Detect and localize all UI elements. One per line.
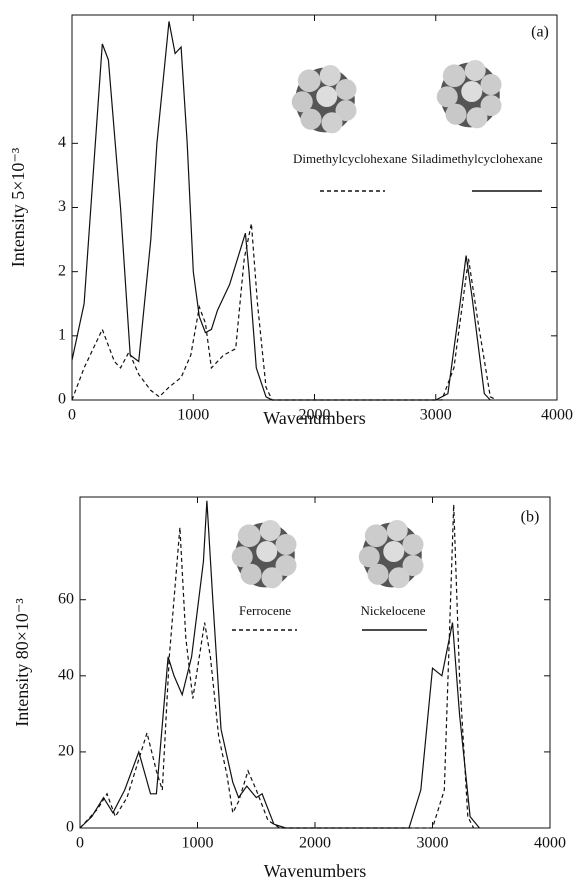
panel-label: (b) (521, 509, 540, 526)
x-tick-label: 1000 (182, 835, 214, 852)
molecule-image (437, 60, 502, 128)
y-tick-label: 2 (58, 262, 66, 279)
legend-label: Dimethylcyclohexane (293, 151, 407, 166)
y-tick-label: 3 (58, 198, 66, 215)
x-tick-label: 3000 (417, 835, 449, 852)
y-tick-label: 20 (58, 743, 74, 760)
molecule-image (232, 520, 297, 588)
legend-label: Nickelocene (361, 603, 426, 618)
y-tick-label: 0 (58, 391, 66, 408)
x-tick-label: 4000 (541, 407, 573, 424)
y-tick-label: 0 (66, 819, 74, 836)
x-axis-title: Wavenumbers (264, 861, 367, 881)
x-tick-label: 2000 (299, 835, 331, 852)
x-tick-label: 1000 (177, 407, 209, 424)
x-tick-label: 3000 (420, 407, 452, 424)
molecule-image (359, 520, 424, 588)
plot-frame (80, 497, 550, 828)
y-axis-title: Intensity 80×10⁻³ (12, 598, 32, 727)
x-axis-title: Wavenumbers (263, 408, 366, 428)
x-tick-label: 0 (68, 407, 76, 424)
y-tick-label: 60 (58, 590, 74, 607)
panel-label: (a) (531, 24, 549, 41)
figure: 0100020003000400001234WavenumbersIntensi… (0, 0, 577, 885)
line-series (72, 21, 490, 400)
legend-label: Ferrocene (239, 603, 291, 618)
y-tick-label: 4 (58, 134, 66, 151)
y-tick-label: 40 (58, 666, 74, 683)
x-tick-label: 4000 (534, 835, 566, 852)
molecule-image (292, 65, 357, 133)
line-series (72, 224, 496, 401)
legend-label: Siladimethylcyclohexane (411, 151, 543, 166)
y-axis-title: Intensity 5×10⁻³ (8, 147, 28, 267)
y-tick-label: 1 (58, 327, 66, 344)
x-tick-label: 0 (76, 835, 84, 852)
